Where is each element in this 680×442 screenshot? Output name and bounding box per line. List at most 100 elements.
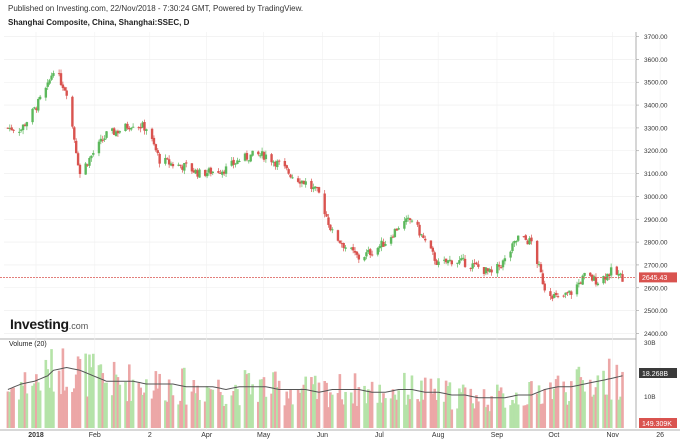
candle-body [317,187,321,193]
candle-body [38,96,42,100]
candle-body [581,275,584,285]
candle-body [167,159,171,165]
volume-bar [23,372,27,428]
volume-bar [418,401,421,428]
volume-bar [164,400,167,428]
candle-body [486,268,490,272]
candle-body [314,186,317,189]
candle-body [21,124,25,131]
price-tick-label: 3500.00 [644,80,668,87]
volume-bar [236,389,239,428]
volume-bar [88,354,91,428]
candle-body [351,247,355,251]
volume-bar [437,378,440,428]
candle-body [74,140,78,154]
volume-bar [488,411,492,428]
candle-body [429,240,433,249]
candle-body [236,160,239,164]
candle-body [461,257,465,259]
volume-bar [416,399,419,428]
volume-bar [57,370,61,428]
volume-bar [245,374,249,428]
volume-bar [602,370,605,428]
volume-bar [471,403,474,428]
volume-bar [503,407,507,428]
volume-bar [12,387,15,428]
volume-bar [423,377,427,428]
candle-body [88,157,91,166]
volume-bar [287,398,290,428]
candle-body [152,137,156,145]
candle-body [566,292,569,294]
candle-body [238,160,241,162]
volume-bar [128,364,131,428]
candle-body [408,218,412,221]
volume-bar [35,374,38,428]
volume-bar [530,381,533,428]
candle-body [171,164,175,167]
volume-bar [217,379,220,428]
volume-bar [397,390,400,428]
candle-body [105,131,108,138]
candle-body [177,164,180,166]
candle-body [315,187,319,189]
candle-body [8,128,11,130]
candle-body [323,193,326,215]
time-tick-label: Nov [606,432,619,439]
volume-bar [196,385,199,428]
volume-bar [606,394,609,428]
volume-bar [310,377,313,428]
time-tick-label: Feb [89,432,101,439]
volume-bar [97,365,101,428]
candle-body [203,169,207,176]
volume-bar [205,386,209,428]
volume-bar [171,395,175,428]
candle-body [19,129,23,131]
volume-bar [501,393,505,428]
candle-body [418,224,421,236]
candle-body [211,171,214,174]
volume-bar [590,396,594,428]
volume-bar [330,394,334,428]
candle-body [302,180,306,185]
candle-body [357,254,361,260]
volume-bar [513,403,516,428]
candle-body [621,274,624,282]
candle-body [522,236,526,238]
candle-body [222,171,226,174]
candle-body [131,126,135,128]
volume-axis: 30B 10B [644,340,656,401]
volume-bar [156,388,160,428]
volume-bar [549,382,552,428]
volume-bar [475,395,478,428]
published-note: Published on Investing.com, 22/Nov/2018 … [8,4,304,13]
volume-current-label: 149.309K [642,421,672,428]
volume-bar [143,392,146,428]
time-tick-label: 2 [148,432,152,439]
candle-body [543,283,546,291]
volume-bar [36,382,40,428]
candle-body [350,247,353,249]
volume-bar [537,385,541,428]
candle-body [503,258,507,262]
candle-body [583,272,586,276]
candle-body [10,127,13,131]
candle-body [264,154,268,160]
candle-body [369,249,372,256]
time-axis: 2018 Feb 2 Apr May Jun Jul Aug Sep Oct Nov 26 [28,432,664,439]
volume-bar [71,391,74,428]
candle-body [310,180,313,189]
volume-bar [84,353,87,428]
candle-body [549,291,552,297]
volume-bar [406,394,410,428]
volume-bar [131,379,135,428]
candle-body [31,108,34,123]
instrument-title: Shanghai Composite, China, Shanghai:SSEC… [8,18,190,27]
volume-bar [152,390,156,428]
price-tick-label: 3700.00 [644,34,668,41]
volume-bar [433,388,437,428]
price-tick-label: 2600.00 [644,285,668,292]
volume-bar [110,395,114,428]
candle-body [63,87,67,91]
